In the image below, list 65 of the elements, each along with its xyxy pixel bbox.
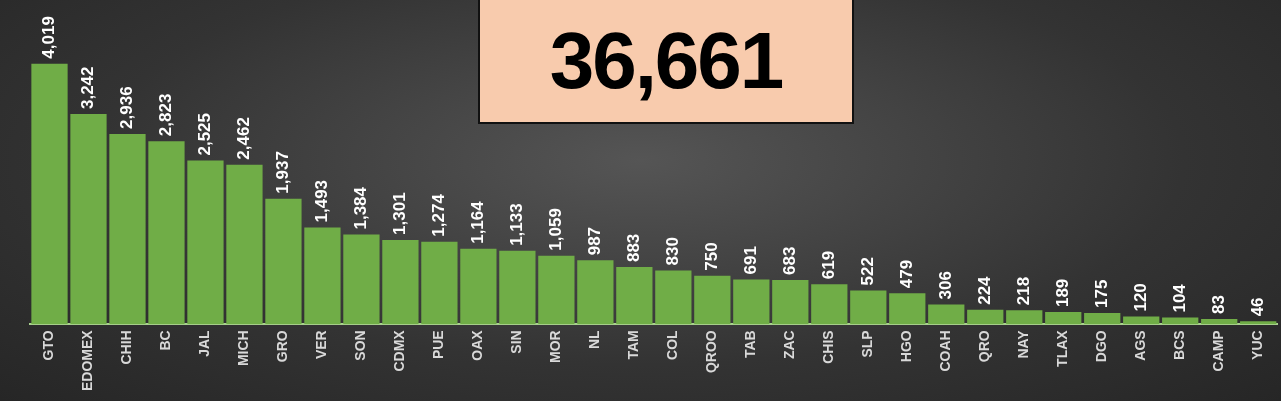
x-tick-label: GTO (40, 330, 57, 361)
data-label: 120 (1130, 283, 1150, 312)
x-tick-label: COAH (937, 330, 954, 372)
x-tick-label: JAL (196, 329, 213, 357)
x-tick-label: MOR (547, 330, 564, 363)
data-label: 2,823 (156, 93, 176, 137)
x-tick-label: TAM (625, 330, 642, 360)
x-tick-label: YUC (1249, 330, 1266, 360)
data-label: 224 (974, 275, 994, 305)
x-tick-label: QRO (976, 330, 993, 363)
annotation: 36,661 (478, 0, 854, 124)
data-label: 1,384 (351, 186, 371, 230)
data-label: 218 (1013, 276, 1033, 306)
x-tick-label: PUE (430, 330, 447, 360)
data-label: 987 (585, 226, 605, 256)
x-tick-label: EDOMEX (79, 329, 96, 392)
data-label: 750 (702, 242, 722, 271)
data-label: 683 (780, 246, 799, 276)
x-tick-label: CDMX (391, 329, 408, 372)
data-label: 189 (1052, 278, 1072, 308)
data-label: 1,493 (312, 179, 332, 223)
data-label: 306 (935, 271, 955, 300)
x-tick-label: MICH (235, 330, 252, 367)
data-label: 2,462 (234, 117, 254, 160)
data-label: 175 (1091, 279, 1111, 308)
data-label: 883 (624, 233, 644, 263)
x-tick-label: HGO (898, 330, 915, 363)
data-label: 522 (857, 257, 877, 286)
data-label: 1,274 (429, 193, 449, 237)
x-tick-label: SON (352, 330, 369, 361)
x-tick-label: NAY (1015, 329, 1032, 359)
data-label: 479 (896, 259, 916, 289)
x-tick-label: CAMP (1210, 330, 1227, 372)
x-tick-label: TAB (742, 330, 759, 359)
data-label: 830 (663, 237, 683, 266)
x-tick-label: OAX (469, 329, 486, 361)
data-label: 1,059 (546, 208, 566, 251)
x-tick-label: AGS (1132, 330, 1149, 361)
x-tick-label: COL (664, 329, 681, 360)
x-tick-label: CHIH (118, 330, 135, 365)
x-tick-label: SLP (859, 330, 876, 358)
x-tick-label: DGO (1093, 330, 1110, 363)
data-label: 1,301 (390, 192, 410, 235)
x-tick-label: TLAX (1054, 329, 1071, 367)
data-label: 619 (818, 250, 838, 280)
x-tick-label: BCS (1171, 330, 1188, 360)
x-tick-label: GRO (274, 330, 291, 363)
data-label: 46 (1247, 297, 1267, 317)
data-label: 1,133 (507, 203, 527, 246)
data-label: 83 (1208, 295, 1228, 314)
data-label: 4,019 (39, 16, 59, 59)
data-label: 3,242 (78, 66, 98, 110)
x-tick-label: NL (586, 329, 603, 349)
x-tick-label: BC (157, 330, 174, 351)
data-label: 2,936 (117, 86, 137, 129)
data-label: 104 (1169, 283, 1189, 313)
data-label: 1,937 (273, 151, 293, 194)
data-label: 1,164 (468, 200, 488, 244)
x-tick-label: ZAC (781, 330, 798, 360)
x-tick-label: VER (313, 330, 330, 360)
x-tick-label: QROO (703, 330, 720, 374)
x-tick-label: CHIS (820, 330, 837, 364)
x-tick-label: SIN (508, 330, 525, 354)
data-label: 691 (741, 246, 761, 275)
data-label: 2,525 (195, 112, 215, 156)
